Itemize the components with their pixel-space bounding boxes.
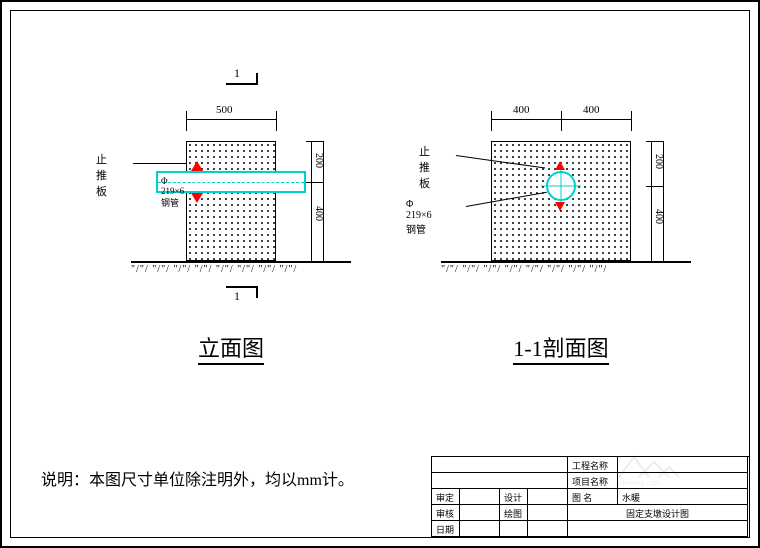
stop-plate-triangle-icon <box>191 193 203 203</box>
ground-line <box>131 261 351 263</box>
note-text: 说明：本图尺寸单位除注明外，均以mm计。 <box>41 466 354 490</box>
dim-right-upper: 200 <box>653 154 664 169</box>
tb-label: 审核 <box>432 505 460 521</box>
ground-hatch: "/"/ "/"/ "/"/ "/"/ "/"/ "/"/ "/"/ "/"/ <box>131 264 351 275</box>
leader-line <box>133 163 187 164</box>
dim-top-right: 400 <box>583 104 600 116</box>
dim-right-lower: 400 <box>653 209 664 224</box>
ground-line <box>441 261 691 263</box>
section-title: 1-1剖面图 <box>471 331 651 363</box>
stop-plate-triangle-icon <box>555 161 565 170</box>
tb-label: 审定 <box>432 489 460 505</box>
tb-value: 水暖 <box>618 489 748 505</box>
tb-label: 日期 <box>432 521 460 537</box>
stop-plate-triangle-icon <box>191 161 203 171</box>
stop-plate-triangle-icon <box>555 202 565 211</box>
stop-plate-label: 止推板 <box>419 143 430 191</box>
tb-value <box>618 473 748 489</box>
stop-plate-label: 止推板 <box>96 151 107 199</box>
elevation-title: 立面图 <box>171 331 291 363</box>
pipe-circle-icon <box>541 166 581 206</box>
section-mark-label: 1 <box>234 289 240 304</box>
dim-right-lower: 400 <box>313 206 324 221</box>
tb-row: 工程名称 <box>432 457 749 473</box>
tb-row: 项目名称 <box>432 473 749 489</box>
tb-row: 审核 绘图 固定支墩设计图 <box>432 505 749 521</box>
pipe-label: Φ 219×6钢管 <box>161 176 184 209</box>
section-mark-label: 1 <box>234 66 240 81</box>
tb-row: 审定 设计 图 名 水暖 <box>432 489 749 505</box>
dim-top-value: 500 <box>216 104 233 116</box>
tb-drawing-title: 固定支墩设计图 <box>568 505 748 521</box>
tb-row: 日期 <box>432 521 749 537</box>
title-block: 工程名称 项目名称 审定 设计 图 名 水暖 审核 绘图 固定支墩设计图 日期 <box>431 456 749 537</box>
ground-hatch: "/"/ "/"/ "/"/ "/"/ "/"/ "/"/ "/"/ "/"/ <box>441 264 691 275</box>
tb-label: 绘图 <box>500 505 528 521</box>
tb-label: 项目名称 <box>568 473 618 489</box>
tb-label: 工程名称 <box>568 457 618 473</box>
pipe-label: Φ 219×6钢管 <box>406 199 432 236</box>
tb-label: 图 名 <box>568 489 618 505</box>
tb-label: 设计 <box>500 489 528 505</box>
tb-value <box>618 457 748 473</box>
dim-right-upper: 200 <box>313 153 324 168</box>
dim-top-left: 400 <box>513 104 530 116</box>
